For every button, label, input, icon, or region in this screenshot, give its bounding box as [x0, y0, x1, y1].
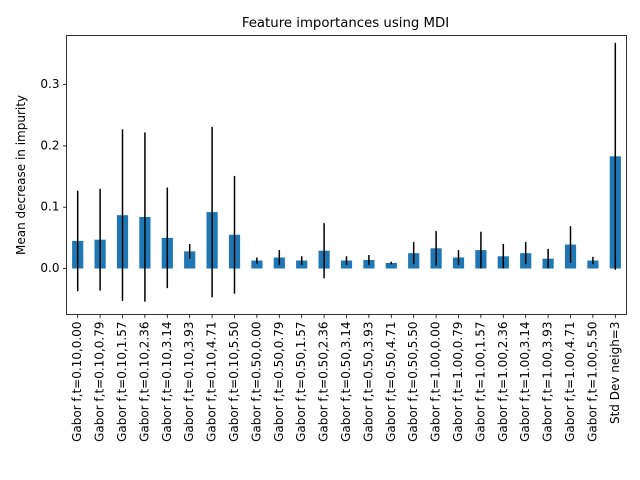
bar — [587, 260, 599, 269]
bar — [385, 262, 397, 269]
x-tick-label: Gabor f,t=0.10,5.50 — [227, 322, 241, 442]
x-axis: Gabor f,t=0.10,0.00 Gabor f,t=0.10,0.79 Ga… — [70, 314, 622, 442]
x-tick-label: Gabor f,t=1.00,2.36 — [496, 322, 510, 442]
errorbars-layer — [76, 42, 617, 302]
y-axis-label: Mean decrease in impurity — [14, 95, 28, 255]
x-tick-label: Gabor f,t=0.50,0.00 — [249, 322, 263, 442]
x-tick-label: Gabor f,t=0.50,4.71 — [384, 322, 398, 442]
x-tick-label: Gabor f,t=1.00,3.93 — [541, 322, 555, 442]
x-tick-label: Gabor f,t=0.50,2.36 — [317, 322, 331, 442]
bar — [184, 251, 196, 269]
x-tick-label: Gabor f,t=1.00,3.14 — [518, 322, 532, 442]
x-tick-label: Gabor f,t=0.50,0.79 — [272, 322, 286, 442]
x-tick-label: Gabor f,t=0.10,0.79 — [93, 322, 107, 442]
x-tick-label: Gabor f,t=0.50,3.93 — [361, 322, 375, 442]
y-tick-label: 0.2 — [40, 138, 59, 152]
x-tick-label: Gabor f,t=0.10,2.36 — [137, 322, 151, 442]
x-tick-label: Gabor f,t=0.50,1.57 — [294, 322, 308, 442]
x-tick-label: Gabor f,t=1.00,0.79 — [451, 322, 465, 442]
x-tick-label: Gabor f,t=0.10,3.93 — [182, 322, 196, 442]
y-tick-label: 0.0 — [40, 261, 59, 275]
y-tick-label: 0.3 — [40, 77, 59, 91]
x-tick-label: Std Dev neigh=3 — [608, 322, 622, 425]
bar — [251, 260, 263, 269]
y-tick-label: 0.1 — [40, 200, 59, 214]
x-tick-label: Gabor f,t=1.00,5.50 — [585, 322, 599, 442]
x-tick-label: Gabor f,t=0.10,0.00 — [70, 322, 84, 442]
x-tick-label: Gabor f,t=0.10,4.71 — [205, 322, 219, 442]
x-tick-label: Gabor f,t=0.50,3.14 — [339, 322, 353, 442]
x-tick-label: Gabor f,t=1.00,0.00 — [429, 322, 443, 442]
bars-layer — [72, 156, 621, 269]
chart-title: Feature importances using MDI — [242, 16, 449, 31]
x-tick-label: Gabor f,t=1.00,4.71 — [563, 322, 577, 442]
x-tick-label: Gabor f,t=0.10,1.57 — [115, 322, 129, 442]
plot-frame — [66, 35, 627, 315]
x-tick-label: Gabor f,t=1.00,1.57 — [473, 322, 487, 442]
x-tick-label: Gabor f,t=0.10,3.14 — [160, 322, 174, 442]
x-tick-label: Gabor f,t=0.50,5.50 — [406, 322, 420, 442]
y-axis: 0.0 0.1 0.2 0.3 — [40, 77, 67, 275]
